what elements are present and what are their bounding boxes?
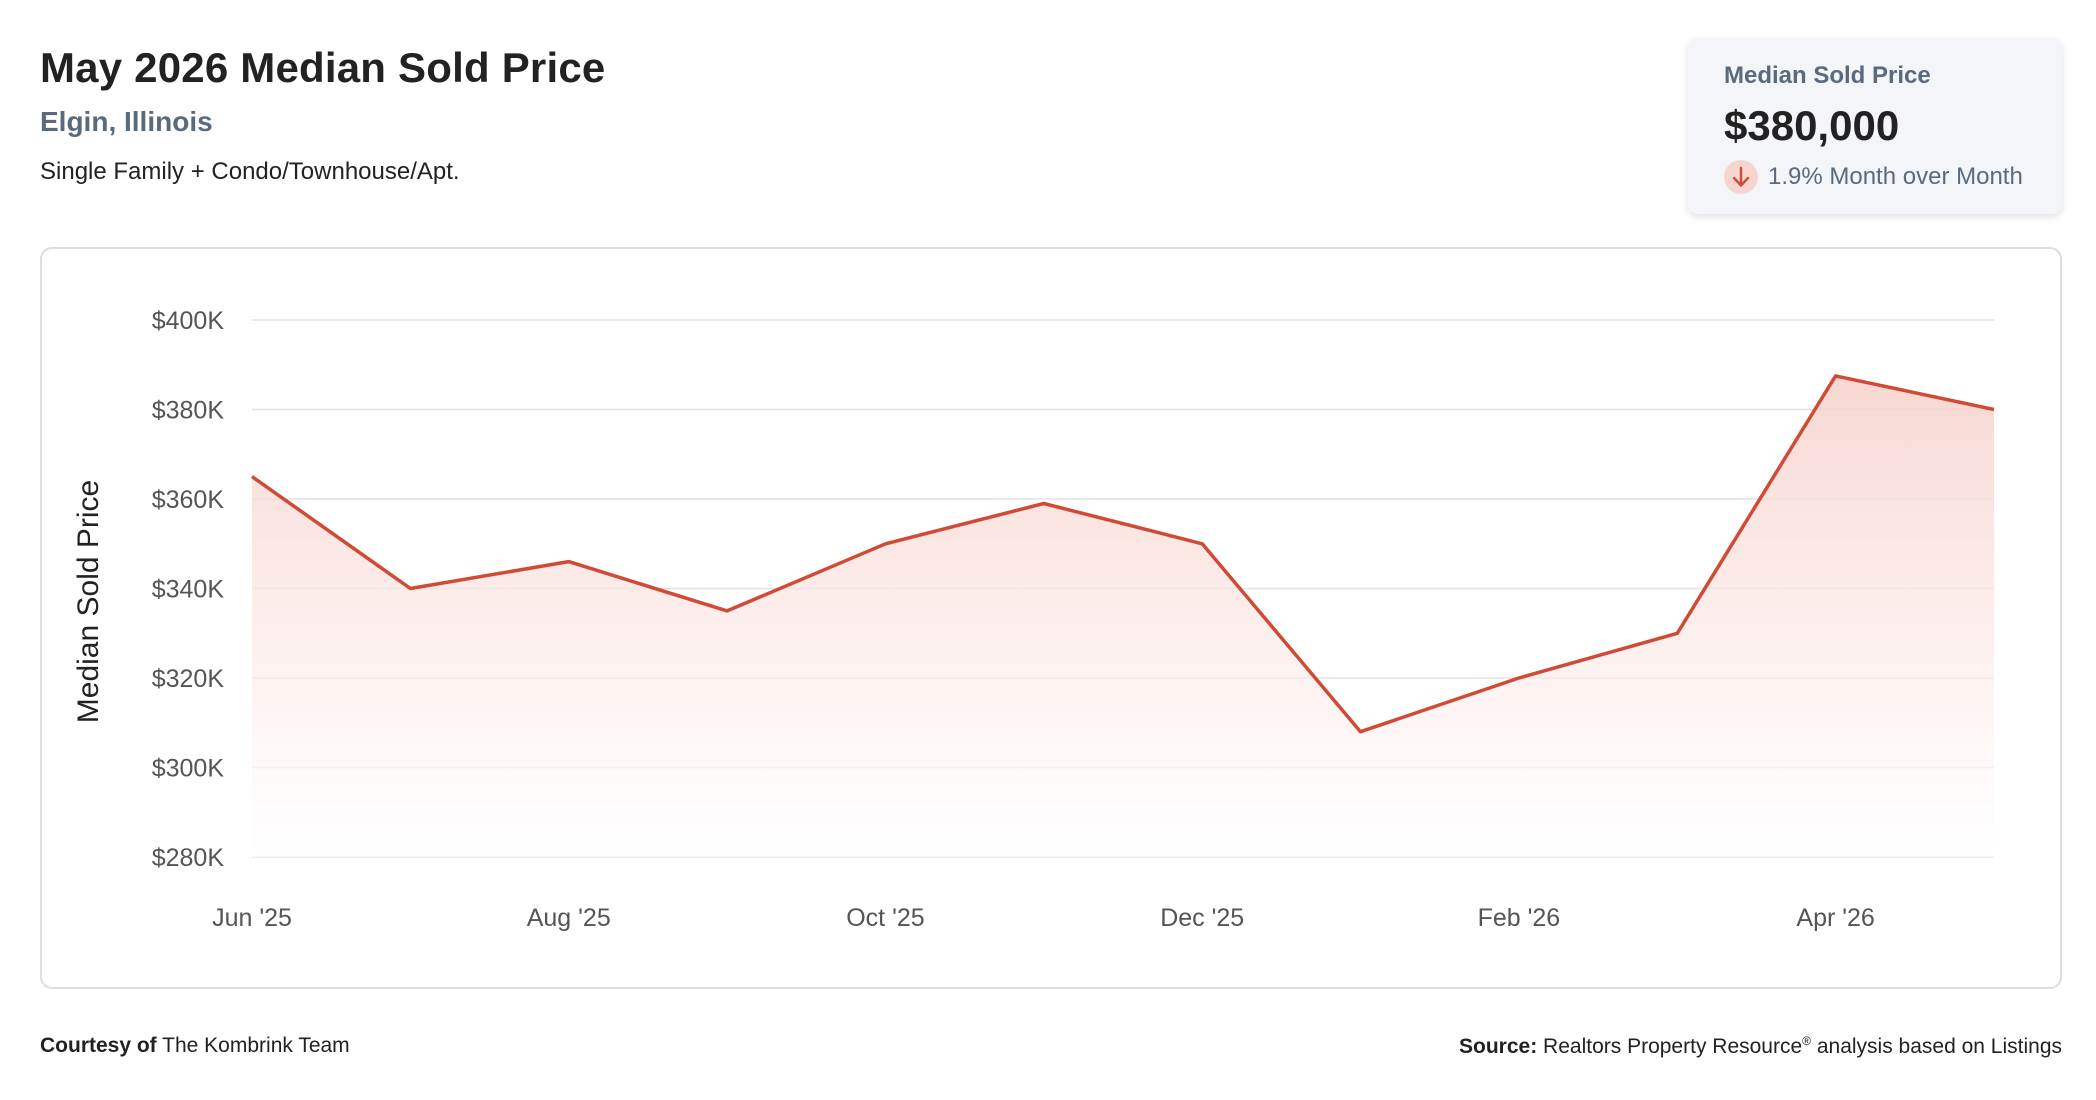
source-text-pre: Realtors Property Resource bbox=[1543, 1035, 1803, 1058]
kpi-card: Median Sold Price $380,000 1.9% Month ov… bbox=[1688, 38, 2062, 214]
series-area bbox=[252, 375, 1994, 857]
chart-card: $280K $300K $320K $340K $360K $380K $400K Jun … bbox=[40, 247, 2062, 989]
y-tick-label: $300K bbox=[152, 755, 225, 783]
registered-mark: ® bbox=[1802, 1034, 1811, 1048]
x-tick-label: Oct '25 bbox=[846, 904, 924, 932]
x-tick-label: Aug '25 bbox=[527, 904, 611, 932]
y-tick-label: $280K bbox=[152, 844, 225, 872]
source-text-post: analysis based on Listings bbox=[1816, 1035, 2062, 1058]
property-type-subtitle: Single Family + Condo/Townhouse/Apt. bbox=[40, 158, 460, 185]
y-tick-label: $400K bbox=[152, 307, 225, 335]
x-tick-label: Jun '25 bbox=[212, 904, 292, 932]
kpi-change-text: 1.9% Month over Month bbox=[1768, 163, 2023, 190]
kpi-value: $380,000 bbox=[1724, 102, 1900, 149]
courtesy-name: The Kombrink Team bbox=[162, 1034, 350, 1057]
y-tick-label: $340K bbox=[152, 576, 225, 604]
source-label: Source: bbox=[1459, 1035, 1538, 1058]
y-tick-label: $360K bbox=[152, 486, 225, 514]
courtesy-label: Courtesy of bbox=[40, 1034, 157, 1057]
x-tick-label: Apr '26 bbox=[1796, 904, 1874, 932]
arrow-down-icon bbox=[1724, 160, 1758, 194]
footer-source: Source: Realtors Property Resource® anal… bbox=[1459, 1034, 2062, 1059]
series-line bbox=[250, 374, 1995, 734]
median-price-chart: $280K $300K $320K $340K $360K $380K $400K Jun … bbox=[72, 307, 1995, 932]
x-tick-label: Feb '26 bbox=[1478, 904, 1561, 932]
y-axis-title: Median Sold Price bbox=[72, 480, 105, 723]
header: May 2026 Median Sold Price Elgin, Illino… bbox=[40, 44, 605, 186]
x-tick-label: Dec '25 bbox=[1160, 904, 1244, 932]
kpi-change: 1.9% Month over Month bbox=[1724, 160, 2062, 194]
y-tick-label: $380K bbox=[152, 397, 225, 425]
footer-courtesy: Courtesy of The Kombrink Team bbox=[40, 1034, 350, 1058]
kpi-label: Median Sold Price bbox=[1724, 62, 1931, 89]
page-title: May 2026 Median Sold Price bbox=[40, 44, 606, 91]
location-label: Elgin, Illinois bbox=[40, 106, 213, 137]
y-tick-label: $320K bbox=[152, 665, 225, 693]
